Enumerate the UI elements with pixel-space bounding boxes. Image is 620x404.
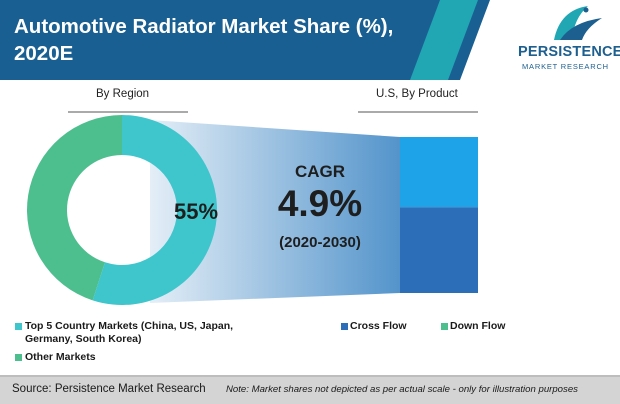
region-section-label: By Region <box>96 88 150 100</box>
page-title-year: 2020E <box>14 42 74 65</box>
bar-segment-down-flow <box>400 137 478 208</box>
page-title: Automotive Radiator Market Share (%), <box>14 15 394 38</box>
legend-swatch-down-flow <box>441 323 448 330</box>
donut-slice-top5 <box>92 115 217 305</box>
logo-tagline: MARKET RESEARCH <box>522 62 609 71</box>
cagr-period: (2020-2030) <box>279 234 361 251</box>
header-slash-accent <box>448 0 490 80</box>
region-donut <box>26 115 217 305</box>
persistence-logo-icon <box>554 6 602 40</box>
source-text: Source: Persistence Market Research <box>12 383 206 395</box>
donut-data-label: 55% <box>174 199 218 224</box>
header-banner <box>0 0 490 80</box>
legend-top5-markets: Top 5 Country Markets (China, US, Japan,… <box>25 320 234 345</box>
legend-swatch-top5 <box>15 323 22 330</box>
legend-swatch-other <box>15 354 22 361</box>
footer-bar: Source: Persistence Market Research Note… <box>0 375 620 404</box>
donut-slice-other <box>26 115 123 301</box>
legend-other-markets: Other Markets <box>25 351 96 363</box>
logo-wordmark: PERSISTENCE <box>518 44 620 60</box>
bar-segment-cross-flow <box>400 207 478 293</box>
legend-swatch-cross-flow <box>341 323 348 330</box>
header-dark-band <box>0 0 450 80</box>
legend-cross-flow: Cross Flow <box>350 320 407 332</box>
header-teal-band <box>410 0 480 80</box>
footnote-text: Note: Market shares not depicted as per … <box>226 384 578 395</box>
connector-wedge <box>150 120 400 303</box>
legend-down-flow: Down Flow <box>450 320 506 332</box>
cagr-value: 4.9% <box>277 183 363 224</box>
cagr-label: CAGR <box>294 162 346 181</box>
product-section-label: U.S, By Product <box>376 88 458 100</box>
product-stacked-bar <box>400 137 478 293</box>
